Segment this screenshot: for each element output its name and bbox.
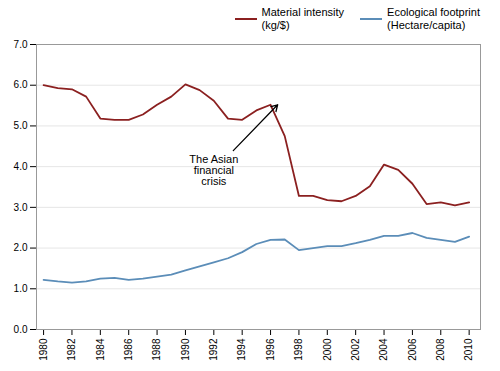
svg-text:1982: 1982 — [66, 338, 77, 361]
svg-text:The Asianfinancialcrisis: The Asianfinancialcrisis — [189, 153, 238, 187]
svg-text:2010: 2010 — [463, 338, 474, 361]
svg-text:1990: 1990 — [180, 338, 191, 361]
svg-text:2008: 2008 — [435, 338, 446, 361]
svg-text:2006: 2006 — [407, 338, 418, 361]
html-text:Material intensity (kg/$): Material intensity (kg/$) — [261, 5, 344, 31]
svg-text:1986: 1986 — [123, 338, 134, 361]
svg-text:1984: 1984 — [95, 338, 106, 361]
svg-text:1992: 1992 — [208, 338, 219, 361]
svg-text:2000: 2000 — [321, 338, 332, 361]
svg-text:0.0: 0.0 — [14, 324, 28, 335]
svg-text:3.0: 3.0 — [14, 202, 28, 213]
svg-text:1988: 1988 — [151, 338, 162, 361]
svg-text:4.0: 4.0 — [14, 161, 28, 172]
svg-text:6.0: 6.0 — [14, 79, 28, 90]
svg-text:7.0: 7.0 — [14, 39, 28, 50]
html-text:Ecological footprint (Hectare/: Ecological footprint (Hectare/capita) — [387, 5, 480, 31]
svg-text:1980: 1980 — [38, 338, 49, 361]
svg-text:2002: 2002 — [350, 338, 361, 361]
svg-text:5.0: 5.0 — [14, 120, 28, 131]
svg-text:1.0: 1.0 — [14, 283, 28, 294]
svg-text:1998: 1998 — [293, 338, 304, 361]
svg-text:2004: 2004 — [378, 338, 389, 361]
svg-text:1994: 1994 — [236, 338, 247, 361]
svg-text:1996: 1996 — [265, 338, 276, 361]
svg-text:2.0: 2.0 — [14, 242, 28, 253]
